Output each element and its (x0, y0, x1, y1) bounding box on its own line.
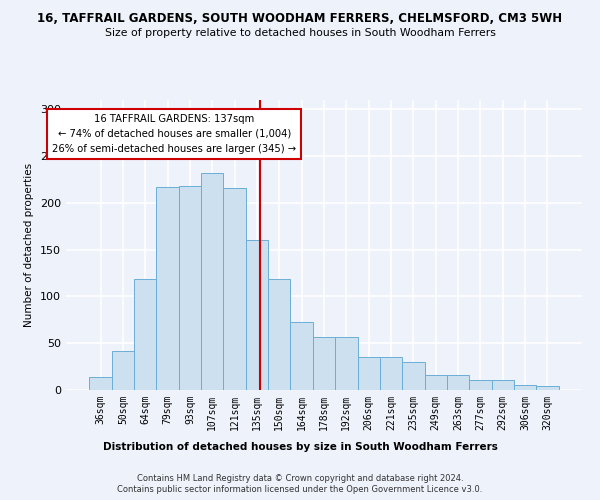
Bar (469, 380, 491, 390)
Bar (491, 380, 514, 390)
Bar (402, 362, 425, 390)
Bar (246, 240, 268, 390)
Bar (134, 278, 157, 390)
Bar (358, 358, 380, 390)
Bar (313, 336, 335, 390)
Text: 16, TAFFRAIL GARDENS, SOUTH WOODHAM FERRERS, CHELMSFORD, CM3 5WH: 16, TAFFRAIL GARDENS, SOUTH WOODHAM FERR… (37, 12, 563, 26)
Bar (536, 386, 559, 390)
Text: Distribution of detached houses by size in South Woodham Ferrers: Distribution of detached houses by size … (103, 442, 497, 452)
Bar (112, 350, 134, 390)
Text: Contains HM Land Registry data © Crown copyright and database right 2024.: Contains HM Land Registry data © Crown c… (137, 474, 463, 483)
Bar (268, 278, 290, 390)
Text: Size of property relative to detached houses in South Woodham Ferrers: Size of property relative to detached ho… (104, 28, 496, 38)
Text: Contains public sector information licensed under the Open Government Licence v3: Contains public sector information licen… (118, 485, 482, 494)
Y-axis label: Number of detached properties: Number of detached properties (25, 163, 34, 327)
Bar (89, 377, 112, 390)
Bar (335, 336, 358, 390)
Bar (157, 187, 179, 390)
Bar (179, 186, 201, 390)
Bar (223, 188, 246, 390)
Bar (380, 358, 402, 390)
Text: 16 TAFFRAIL GARDENS: 137sqm
← 74% of detached houses are smaller (1,004)
26% of : 16 TAFFRAIL GARDENS: 137sqm ← 74% of det… (52, 114, 296, 154)
Bar (514, 386, 536, 390)
Bar (447, 375, 469, 390)
Bar (425, 375, 447, 390)
Bar (201, 173, 223, 390)
Bar (290, 322, 313, 390)
